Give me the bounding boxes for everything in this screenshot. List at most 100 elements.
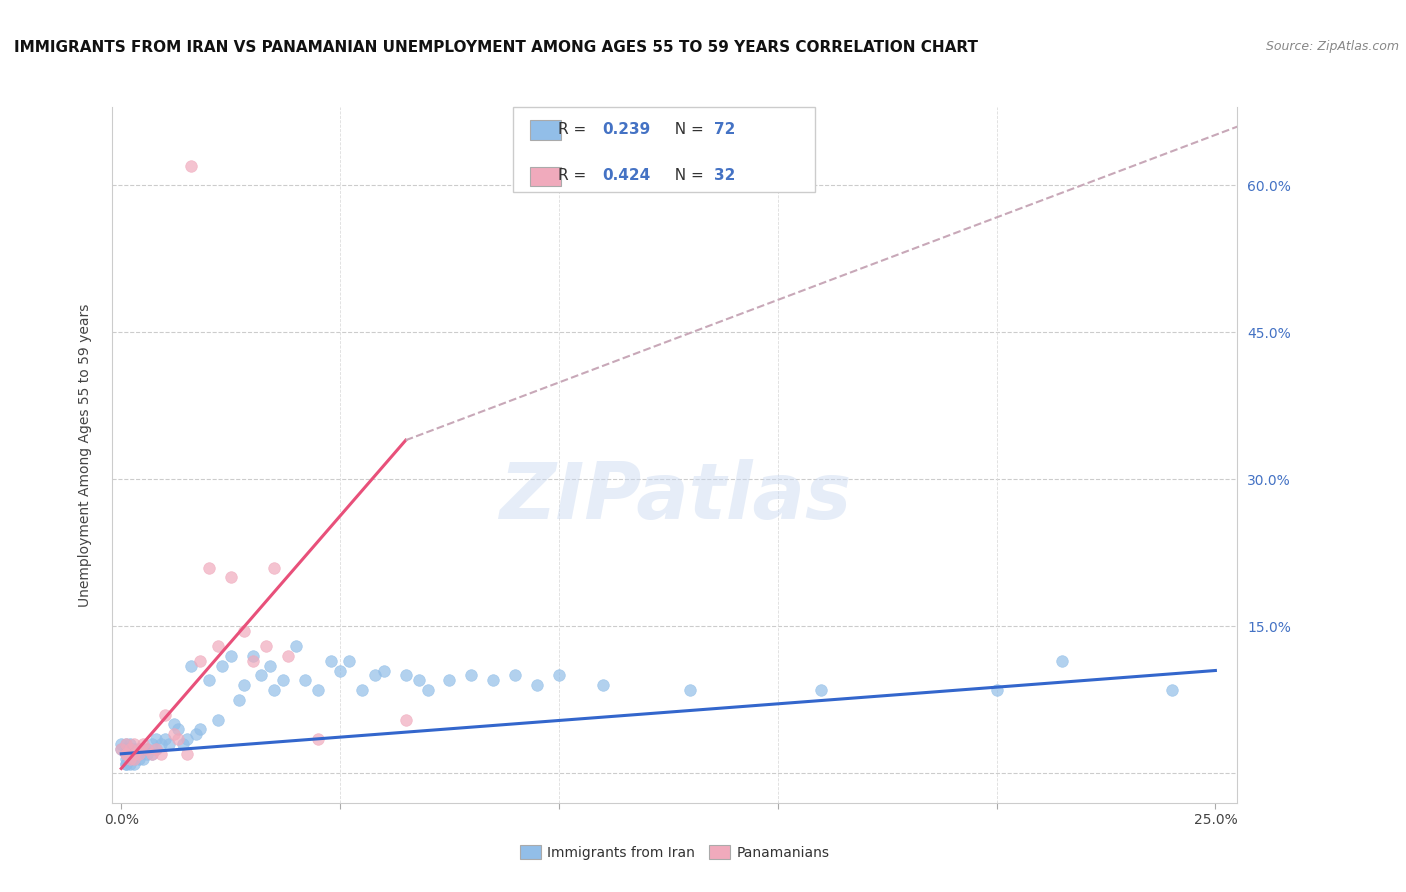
- Point: [259, 658, 281, 673]
- Point: [395, 713, 418, 727]
- Point: [128, 747, 150, 761]
- Point: [228, 693, 250, 707]
- Point: [285, 639, 308, 653]
- Point: [176, 732, 198, 747]
- Point: [188, 723, 211, 737]
- Point: [114, 737, 136, 751]
- Point: [145, 742, 167, 756]
- Point: [482, 673, 505, 688]
- Point: [350, 683, 373, 698]
- Point: [145, 732, 167, 747]
- Point: [679, 683, 702, 698]
- Point: [149, 737, 172, 751]
- Point: [114, 747, 136, 761]
- Point: [118, 747, 141, 761]
- Point: [114, 756, 136, 771]
- Point: [207, 713, 229, 727]
- Point: [118, 742, 141, 756]
- Point: [110, 742, 132, 756]
- Point: [197, 560, 219, 574]
- Point: [163, 727, 186, 741]
- Point: [416, 683, 439, 698]
- Text: 32: 32: [714, 169, 735, 183]
- Point: [263, 683, 285, 698]
- Point: [114, 756, 136, 771]
- Point: [132, 737, 155, 751]
- Point: [141, 747, 163, 761]
- Point: [1160, 683, 1182, 698]
- Point: [124, 747, 146, 761]
- Text: 0.239: 0.239: [602, 122, 650, 136]
- Point: [132, 752, 155, 766]
- Point: [145, 742, 167, 756]
- Point: [163, 717, 186, 731]
- Point: [124, 737, 146, 751]
- Point: [118, 752, 141, 766]
- Legend: Immigrants from Iran, Panamanians: Immigrants from Iran, Panamanians: [515, 840, 835, 865]
- Point: [277, 648, 299, 663]
- Point: [439, 673, 461, 688]
- Point: [114, 737, 136, 751]
- Point: [124, 752, 146, 766]
- Point: [263, 560, 285, 574]
- Point: [207, 639, 229, 653]
- Point: [118, 742, 141, 756]
- Point: [172, 737, 194, 751]
- Text: R =: R =: [558, 122, 592, 136]
- Point: [232, 678, 254, 692]
- Point: [184, 727, 207, 741]
- Point: [118, 737, 141, 751]
- Point: [548, 668, 571, 682]
- Text: Source: ZipAtlas.com: Source: ZipAtlas.com: [1265, 40, 1399, 54]
- Point: [141, 737, 163, 751]
- Point: [1050, 654, 1073, 668]
- Y-axis label: Unemployment Among Ages 55 to 59 years: Unemployment Among Ages 55 to 59 years: [77, 303, 91, 607]
- Point: [242, 654, 264, 668]
- Point: [321, 654, 343, 668]
- Point: [124, 752, 146, 766]
- Point: [118, 756, 141, 771]
- Text: IMMIGRANTS FROM IRAN VS PANAMANIAN UNEMPLOYMENT AMONG AGES 55 TO 59 YEARS CORREL: IMMIGRANTS FROM IRAN VS PANAMANIAN UNEMP…: [14, 40, 979, 55]
- Point: [124, 742, 146, 756]
- Point: [141, 747, 163, 761]
- Point: [294, 673, 316, 688]
- Point: [110, 737, 132, 751]
- Point: [136, 747, 159, 761]
- Point: [986, 683, 1008, 698]
- Point: [219, 570, 242, 584]
- Point: [526, 678, 548, 692]
- Point: [592, 678, 614, 692]
- Point: [124, 747, 146, 761]
- Point: [110, 742, 132, 756]
- Text: R =: R =: [558, 169, 592, 183]
- Point: [307, 732, 329, 747]
- Point: [810, 683, 832, 698]
- Point: [167, 723, 190, 737]
- Point: [307, 683, 329, 698]
- Point: [132, 742, 155, 756]
- Point: [232, 624, 254, 639]
- Point: [149, 747, 172, 761]
- Point: [211, 658, 233, 673]
- Point: [242, 648, 264, 663]
- Point: [250, 668, 273, 682]
- Point: [153, 707, 176, 722]
- Point: [180, 658, 202, 673]
- Text: 0.424: 0.424: [602, 169, 650, 183]
- Point: [337, 654, 360, 668]
- Point: [373, 664, 395, 678]
- Point: [136, 742, 159, 756]
- Point: [254, 639, 277, 653]
- Point: [128, 742, 150, 756]
- Point: [408, 673, 430, 688]
- Text: ZIPatlas: ZIPatlas: [499, 458, 851, 534]
- Text: N =: N =: [665, 169, 709, 183]
- Point: [395, 668, 418, 682]
- Point: [176, 747, 198, 761]
- Point: [219, 648, 242, 663]
- Point: [114, 752, 136, 766]
- Point: [180, 159, 202, 173]
- Point: [188, 654, 211, 668]
- Point: [114, 742, 136, 756]
- Point: [157, 737, 180, 751]
